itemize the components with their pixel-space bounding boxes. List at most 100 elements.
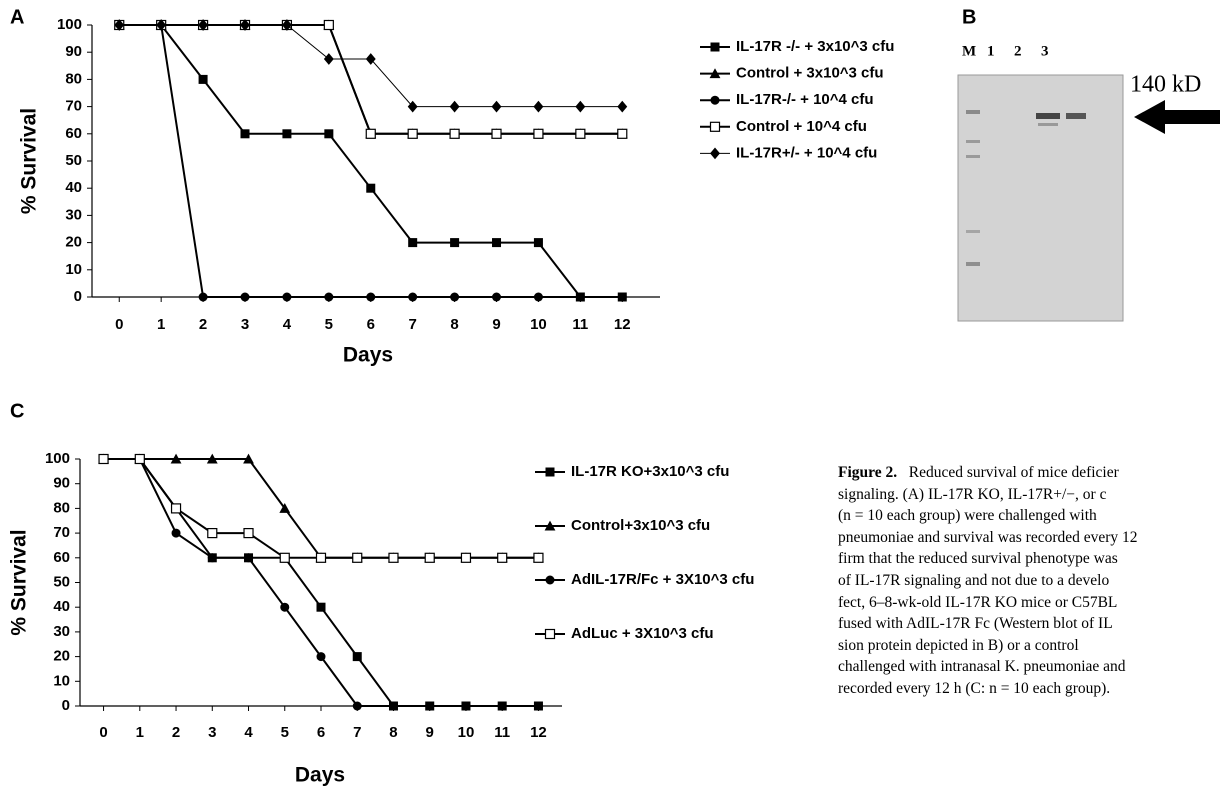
y-axis-label: % Survival xyxy=(18,108,41,214)
legend-marker xyxy=(711,43,720,52)
y-axis-label: % Survival xyxy=(8,529,31,635)
legend-label: IL-17R-/- + 10^4 cfu xyxy=(736,91,874,108)
marker xyxy=(282,293,291,302)
legend-label: Control + 10^4 cfu xyxy=(736,118,867,135)
marker xyxy=(366,293,375,302)
caption-line: (n = 10 each group) were challenged with xyxy=(838,505,1220,527)
y-tick-label: 0 xyxy=(62,697,70,714)
y-tick-label: 60 xyxy=(65,125,82,142)
caption-line: recorded every 12 h (C: n = 10 each grou… xyxy=(838,678,1220,700)
x-tick-label: 9 xyxy=(426,724,434,741)
marker xyxy=(408,129,417,138)
lane-label: 2 xyxy=(1014,43,1022,59)
lane-label: M xyxy=(962,43,976,59)
y-tick-label: 90 xyxy=(65,43,82,60)
band-label: 140 kD xyxy=(1130,72,1201,98)
marker xyxy=(317,553,326,562)
marker xyxy=(450,293,459,302)
marker xyxy=(172,504,181,513)
y-tick-label: 10 xyxy=(53,672,70,689)
marker xyxy=(450,101,460,113)
marker xyxy=(389,702,398,711)
x-tick-label: 10 xyxy=(530,316,547,333)
marker xyxy=(450,129,459,138)
marker xyxy=(576,129,585,138)
y-tick-label: 90 xyxy=(53,475,70,492)
series-line xyxy=(119,25,622,134)
marker xyxy=(99,455,108,464)
marker xyxy=(282,129,291,138)
x-tick-label: 3 xyxy=(241,316,249,333)
x-tick-label: 6 xyxy=(367,316,375,333)
caption-line: sion protein depicted in B) or a control xyxy=(838,635,1220,657)
x-tick-label: 4 xyxy=(283,316,292,333)
y-tick-label: 70 xyxy=(53,524,70,541)
y-tick-label: 80 xyxy=(53,499,70,516)
marker xyxy=(617,101,627,113)
legend-label: Control+3x10^3 cfu xyxy=(571,517,710,534)
marker xyxy=(618,293,627,302)
marker xyxy=(324,129,333,138)
x-tick-label: 11 xyxy=(572,316,588,333)
arrow xyxy=(1134,100,1220,134)
panel-label: A xyxy=(10,6,24,28)
marker xyxy=(425,702,434,711)
marker xyxy=(324,53,334,65)
legend-marker xyxy=(711,96,720,105)
marker xyxy=(534,293,543,302)
caption-line: pneumoniae and survival was recorded eve… xyxy=(838,527,1220,549)
marker xyxy=(199,293,208,302)
y-tick-label: 30 xyxy=(65,206,82,223)
marker xyxy=(280,603,289,612)
x-tick-label: 12 xyxy=(530,724,547,741)
y-tick-label: 50 xyxy=(65,152,82,169)
marker xyxy=(576,293,585,302)
marker xyxy=(461,702,470,711)
y-tick-label: 10 xyxy=(65,261,82,278)
marker xyxy=(575,101,585,113)
marker xyxy=(533,101,543,113)
x-tick-label: 7 xyxy=(409,316,417,333)
marker xyxy=(389,553,398,562)
x-tick-label: 5 xyxy=(325,316,333,333)
series-line xyxy=(104,459,539,558)
marker xyxy=(408,293,417,302)
panel-label: B xyxy=(962,6,976,28)
caption-line: challenged with intranasal K. pneumoniae… xyxy=(838,656,1220,678)
marker xyxy=(241,293,250,302)
marker xyxy=(492,238,501,247)
marker xyxy=(492,293,501,302)
x-tick-label: 8 xyxy=(450,316,458,333)
y-tick-label: 20 xyxy=(53,648,70,665)
marker xyxy=(324,293,333,302)
x-tick-label: 11 xyxy=(494,724,510,741)
marker xyxy=(244,553,253,562)
series-line xyxy=(104,459,539,706)
x-tick-label: 7 xyxy=(353,724,361,741)
marker xyxy=(241,129,250,138)
caption: Figure 2. Reduced survival of mice defic… xyxy=(838,462,1220,700)
legend-label: AdIL-17R/Fc + 3X10^3 cfu xyxy=(571,571,754,588)
y-tick-label: 60 xyxy=(53,549,70,566)
legend-marker xyxy=(711,122,720,131)
series-line xyxy=(119,25,622,297)
marker xyxy=(492,101,502,113)
x-tick-label: 4 xyxy=(244,724,253,741)
series-line xyxy=(104,459,539,706)
western-blot xyxy=(958,75,1123,321)
marker xyxy=(534,702,543,711)
caption-line: fect, 6–8-wk-old IL-17R KO mice or C57BL xyxy=(838,592,1220,614)
series-line xyxy=(119,25,622,107)
series-line xyxy=(104,459,539,558)
x-axis-label: Days xyxy=(295,764,345,787)
x-axis-label: Days xyxy=(343,344,393,367)
x-tick-label: 3 xyxy=(208,724,216,741)
x-tick-label: 0 xyxy=(99,724,107,741)
legend-marker xyxy=(710,148,720,160)
legend-marker xyxy=(546,576,555,585)
x-tick-label: 1 xyxy=(157,316,165,333)
marker xyxy=(353,553,362,562)
marker xyxy=(425,553,434,562)
x-tick-label: 8 xyxy=(389,724,397,741)
marker xyxy=(618,129,627,138)
